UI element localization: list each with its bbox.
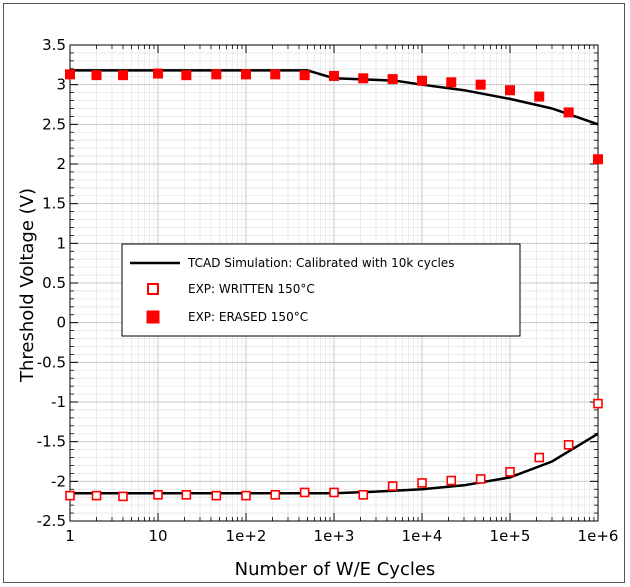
erased-point: [241, 69, 251, 80]
erased-point: [475, 79, 486, 90]
y-tick-label: -0.5: [37, 353, 66, 371]
written-point: [563, 440, 574, 450]
written-point: [358, 490, 369, 500]
x-tick-label: 1e+3: [314, 527, 355, 545]
x-tick-label: 1e+5: [490, 527, 531, 545]
written-point: [593, 398, 603, 409]
written-point: [505, 467, 515, 477]
y-tick-label: 3.5: [42, 36, 66, 54]
erased-point: [153, 68, 163, 79]
erased-point: [417, 75, 427, 86]
erased-point: [91, 70, 102, 81]
y-tick-labels: 3.5 3 2.5 2 1.5 1 0.5 0 -0.5 -1 -1.5 -2 -2.5: [37, 36, 66, 530]
y-tick-label: 0.5: [42, 274, 66, 292]
erased-point: [181, 70, 192, 81]
x-axis-label: Number of W/E Cycles: [235, 559, 436, 580]
written-point: [65, 490, 75, 501]
erased-point: [563, 107, 574, 118]
written-point: [446, 475, 457, 486]
erased-point: [270, 69, 281, 80]
y-tick-label: -1.5: [37, 433, 66, 451]
y-tick-label: 1: [56, 234, 66, 252]
y-tick-label: 0: [56, 314, 66, 332]
written-point: [270, 490, 281, 500]
written-point: [534, 452, 545, 463]
written-point: [299, 487, 310, 498]
written-point: [181, 490, 192, 500]
erased-point: [358, 73, 369, 84]
legend-open-square-swatch: [147, 283, 159, 295]
series-layer: [65, 68, 603, 502]
y-tick-label: 2: [56, 155, 66, 173]
erased-point: [117, 70, 128, 81]
legend-label-written: EXP: WRITTEN 150°C: [188, 282, 315, 296]
y-tick-label: 2.5: [42, 115, 66, 133]
legend-label-tcad: TCAD Simulation: Calibrated with 10k cyc…: [187, 256, 454, 270]
y-tick-label: -1: [51, 393, 66, 411]
erased-point: [505, 85, 515, 96]
erased-point: [211, 69, 222, 80]
erased-point: [299, 70, 310, 81]
erased-point: [65, 69, 75, 80]
y-tick-label: -2.5: [37, 512, 66, 530]
erased-point: [593, 154, 603, 165]
y-tick-label: 1.5: [42, 195, 66, 213]
y-tick-label: 3: [56, 76, 66, 94]
x-tick-labels: 1 10 1e+2 1e+3 1e+4 1e+5 1e+6: [65, 527, 618, 545]
written-point: [475, 474, 486, 484]
written-point: [329, 487, 339, 498]
written-point: [417, 478, 427, 488]
series-line-1: [70, 432, 599, 495]
y-tick-label: -2: [51, 472, 66, 490]
written-point: [153, 490, 163, 500]
x-tick-label: 10: [148, 527, 167, 545]
written-point: [91, 490, 102, 501]
written-point: [241, 490, 251, 501]
written-point: [118, 491, 128, 502]
erased-point: [534, 91, 545, 102]
erased-point: [329, 70, 339, 81]
legend: TCAD Simulation: Calibrated with 10k cyc…: [121, 243, 521, 337]
x-tick-label: 1e+4: [402, 527, 443, 545]
y-axis-label: Threshold Voltage (V): [17, 188, 38, 383]
x-tick-label: 1e+2: [226, 527, 267, 545]
legend-box: [121, 243, 521, 337]
written-point: [387, 481, 398, 491]
erased-point: [387, 74, 398, 85]
legend-filled-square-swatch: [146, 310, 160, 324]
written-point: [211, 490, 222, 501]
erased-point: [446, 77, 457, 88]
x-tick-label: 1: [65, 527, 75, 545]
legend-label-erased: EXP: ERASED 150°C: [188, 310, 308, 324]
axis-ticks: [69, 44, 599, 522]
x-tick-label: 1e+6: [578, 527, 619, 545]
